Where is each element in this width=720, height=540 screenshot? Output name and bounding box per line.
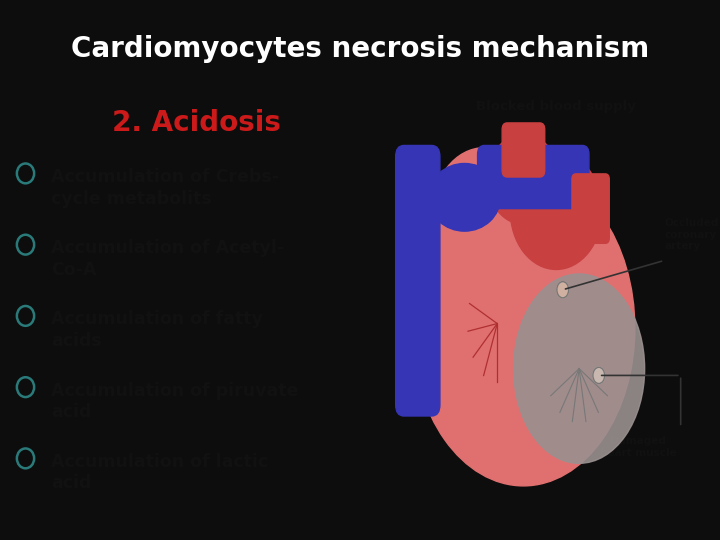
Ellipse shape bbox=[513, 274, 644, 463]
Ellipse shape bbox=[510, 152, 602, 269]
Ellipse shape bbox=[428, 164, 500, 231]
Text: Occluded
coronary
artery: Occluded coronary artery bbox=[665, 218, 719, 252]
FancyBboxPatch shape bbox=[477, 145, 589, 208]
Text: Damaged
heart muscle: Damaged heart muscle bbox=[600, 436, 677, 458]
Circle shape bbox=[557, 282, 569, 298]
FancyBboxPatch shape bbox=[502, 123, 545, 177]
Ellipse shape bbox=[432, 148, 536, 283]
Text: Cardiomyocytes necrosis mechanism: Cardiomyocytes necrosis mechanism bbox=[71, 35, 649, 63]
Text: Accumulation of Acetyl-
Co-A: Accumulation of Acetyl- Co-A bbox=[51, 239, 284, 279]
Text: Accumulation of Crebs-
cycle metabolits: Accumulation of Crebs- cycle metabolits bbox=[51, 168, 279, 207]
Text: Blocked blood supply: Blocked blood supply bbox=[476, 100, 636, 113]
Text: Accumulation of piruvate
acid: Accumulation of piruvate acid bbox=[51, 382, 298, 421]
FancyBboxPatch shape bbox=[396, 145, 440, 416]
FancyBboxPatch shape bbox=[572, 174, 609, 244]
Text: 2. Acidosis: 2. Acidosis bbox=[112, 110, 281, 137]
Circle shape bbox=[593, 367, 605, 383]
Text: Accumulation of fatty
acids: Accumulation of fatty acids bbox=[51, 310, 263, 350]
Ellipse shape bbox=[412, 170, 635, 486]
Ellipse shape bbox=[487, 134, 559, 225]
Text: Accumulation of lactic
acid: Accumulation of lactic acid bbox=[51, 453, 268, 492]
